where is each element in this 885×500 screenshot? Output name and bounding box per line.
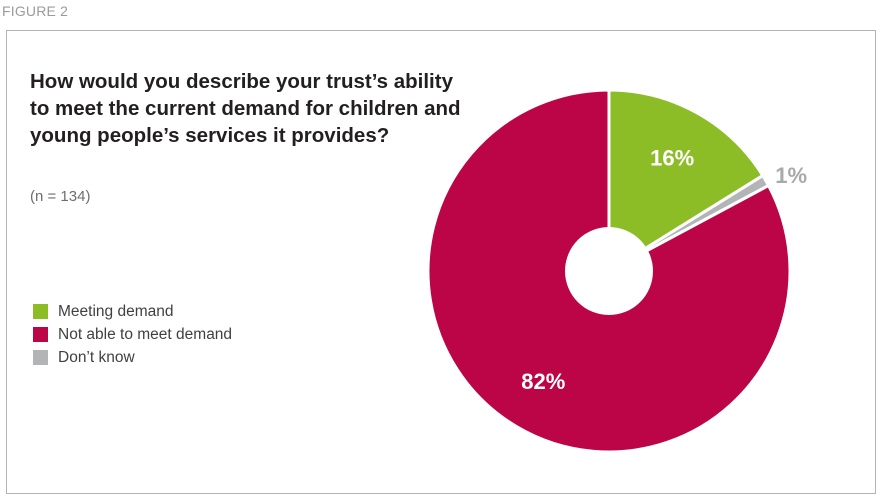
data-label-dont-know: 1% [775, 163, 807, 188]
data-label-meeting-demand: 16% [650, 145, 694, 170]
data-label-not-able-to-meet-demand: 82% [521, 369, 565, 394]
chart-title: How would you describe your trust’s abil… [30, 70, 461, 147]
pie-slice-meeting-demand [607, 88, 765, 273]
legend-swatch [33, 327, 48, 342]
donut-hole [565, 227, 653, 315]
legend-label: Not able to meet demand [58, 325, 233, 343]
legend-label: Don’t know [58, 348, 135, 366]
legend-label: Meeting demand [58, 302, 174, 320]
sample-size: (n = 134) [30, 188, 91, 205]
legend-item-meeting-demand: Meeting demand [33, 300, 232, 323]
legend: Meeting demand Not able to meet demand D… [33, 300, 232, 369]
legend-swatch [33, 350, 48, 365]
pie-slice-not-able-to-meet-demand [426, 88, 792, 454]
figure-label: FIGURE 2 [2, 3, 69, 19]
legend-swatch [33, 304, 48, 319]
legend-item-dont-know: Don’t know [33, 346, 232, 369]
legend-item-not-able: Not able to meet demand [33, 323, 232, 346]
